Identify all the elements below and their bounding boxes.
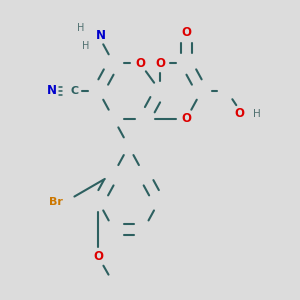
Text: Br: Br	[49, 196, 63, 207]
Text: H: H	[253, 109, 261, 118]
Text: O: O	[234, 107, 244, 120]
Text: O: O	[135, 57, 145, 70]
Text: O: O	[93, 250, 103, 263]
Text: H: H	[82, 40, 89, 51]
Text: O: O	[182, 26, 191, 40]
Text: O: O	[155, 57, 165, 70]
Text: N: N	[96, 29, 106, 42]
Text: C: C	[70, 86, 79, 96]
Text: H: H	[77, 23, 85, 33]
Text: O: O	[182, 112, 191, 125]
Text: N: N	[47, 84, 57, 98]
